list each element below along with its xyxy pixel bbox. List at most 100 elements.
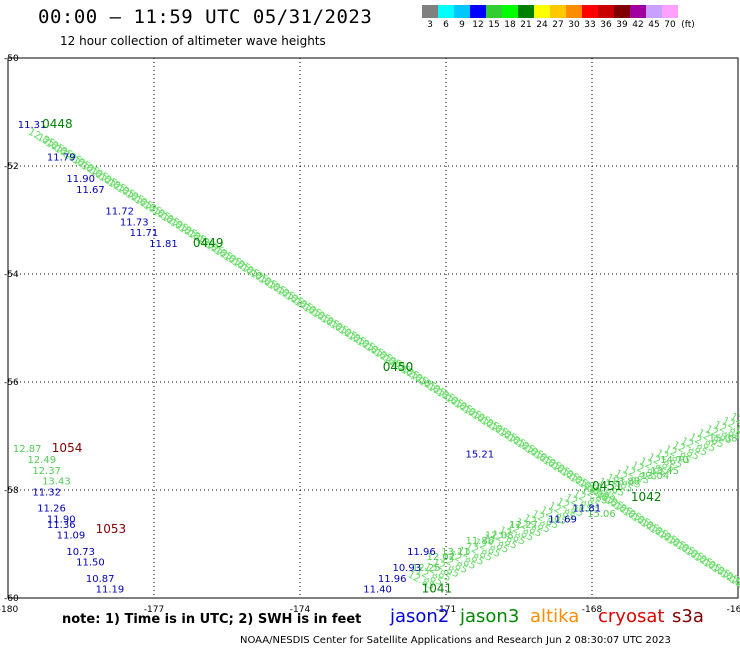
wave-height-value: 11.19 [96, 585, 125, 596]
wave-height-value: 11.90 [66, 174, 95, 185]
lon-tick-label: -180 [0, 605, 18, 615]
lat-tick-label: -58 [4, 486, 19, 496]
legend-item-s3a: s3a [672, 606, 704, 627]
lat-tick-label: -52 [4, 162, 19, 172]
note-text: note: 1) Time is in UTC; 2) SWH is in fe… [62, 612, 362, 627]
color-scale-unit: (ft) [681, 20, 695, 30]
lat-tick-label: -54 [4, 270, 19, 280]
color-scale-label: 6 [443, 20, 449, 30]
color-swatch [534, 5, 550, 18]
color-swatch [582, 5, 598, 18]
wave-height-value: 12.37 [32, 466, 61, 477]
lon-tick-label: -168 [582, 605, 603, 615]
pass-time-label: 1041 [422, 582, 453, 596]
page-title: 00:00 – 11:59 UTC 05/31/2023 [38, 6, 373, 28]
color-scale-label: 42 [632, 20, 644, 30]
wave-height-value: 15.08 [709, 433, 738, 444]
color-swatch [598, 5, 614, 18]
wave-height-value: 11.50 [76, 558, 105, 569]
wave-height-value: 11.40 [363, 585, 392, 596]
wave-height-value: 12.87 [13, 444, 42, 455]
color-swatch [646, 5, 662, 18]
color-swatch [614, 5, 630, 18]
color-swatch [470, 5, 486, 18]
color-scale-label: 21 [520, 20, 532, 30]
wave-height-value: 12.49 [27, 455, 56, 466]
lat-tick-label: -50 [4, 54, 19, 64]
pass-time-label: 0451 [592, 479, 623, 493]
pass-time-label: 0448 [42, 117, 73, 131]
color-swatch [454, 5, 470, 18]
lat-tick-label: -60 [4, 594, 19, 604]
wave-height-value: 15.06 [587, 509, 616, 520]
color-swatch [486, 5, 502, 18]
wave-height-value: 13.45 [650, 466, 679, 477]
wave-height-value: 11.90 [47, 514, 76, 525]
axis-tick-labels: -180 -177 -174 -171 -168 -16 -50 -52 -54 -56 -58 -6… [0, 54, 740, 615]
wave-height-value: 13.88 [611, 477, 640, 488]
wave-height-value: 11.31 [18, 120, 47, 131]
pass-time-label: 1053 [96, 522, 127, 536]
wave-height-value: 12.08 [485, 531, 514, 542]
lat-tick-label: -56 [4, 378, 19, 388]
pass-time-label: 0449 [193, 236, 224, 250]
color-scale-label: 33 [584, 20, 596, 30]
color-scale-label: 30 [568, 20, 580, 30]
wave-height-value: 11.96 [407, 547, 436, 558]
wave-height-value: 12.27 [509, 520, 538, 531]
color-scale-labels: 3 6 9 12 15 18 21 24 27 30 33 36 39 42 45 70 (ft) [422, 20, 698, 30]
wave-height-value: 11.32 [32, 487, 61, 498]
wave-height-value: 11.81 [149, 239, 178, 250]
pass-time-label: 0450 [383, 360, 414, 374]
wave-height-value: 11.09 [57, 531, 86, 542]
wave-height-value: 11.26 [37, 504, 66, 515]
wave-height-value: 13.04 [641, 471, 670, 482]
legend-item-jason2: jason2 [390, 606, 450, 627]
wave-height-value: 11.72 [105, 207, 134, 218]
wave-height-value: 11.79 [47, 153, 76, 164]
color-scale-label: 3 [427, 20, 433, 30]
color-swatch [550, 5, 566, 18]
wave-height-value: 10.93 [392, 563, 421, 574]
pass-time-label: 1042 [631, 490, 662, 504]
lon-tick-label: -174 [290, 605, 311, 615]
wave-height-value: 10.73 [66, 547, 95, 558]
color-scale-label: 18 [504, 20, 516, 30]
page-subtitle: 12 hour collection of altimeter wave hei… [60, 34, 326, 48]
color-swatch [502, 5, 518, 18]
color-scale-label: 39 [616, 20, 628, 30]
color-swatch [438, 5, 454, 18]
wave-height-value: 12.02 [427, 552, 456, 563]
wave-height-value: 11.71 [130, 228, 159, 239]
lon-tick-label: -16 [727, 605, 740, 615]
map-frame [7, 57, 739, 599]
color-scale-bar [422, 5, 678, 18]
lon-tick-label: -171 [436, 605, 456, 615]
wave-height-value: 11.86 [465, 536, 494, 547]
color-scale-label: 24 [536, 20, 548, 30]
pass-time-label: 1054 [52, 441, 83, 455]
color-scale-label: 45 [648, 20, 660, 30]
ascending-track-label: 12.85 [728, 411, 740, 434]
color-swatch [662, 5, 678, 18]
footer-credit: NOAA/NESDIS Center for Satellite Applica… [240, 635, 671, 646]
legend-item-jason3: jason3 [460, 606, 520, 627]
wave-height-value: 12.25 [412, 563, 441, 574]
color-swatch [630, 5, 646, 18]
color-scale-label: 27 [552, 20, 564, 30]
wave-height-value: 11.69 [548, 514, 577, 525]
legend-item-altika: altika [530, 606, 580, 627]
lon-tick-label: -177 [144, 605, 164, 615]
wave-height-value: 13.11 [441, 547, 470, 558]
wave-height-value: 11.36 [47, 520, 76, 531]
wave-height-value: 15.21 [465, 450, 494, 461]
color-swatch [518, 5, 534, 18]
color-swatch [566, 5, 582, 18]
color-scale-label: 15 [488, 20, 500, 30]
wave-height-value: 10.87 [86, 574, 115, 585]
legend-item-cryosat: cryosat [598, 606, 665, 627]
color-scale-label: 36 [600, 20, 612, 30]
color-scale-label: 70 [664, 20, 676, 30]
